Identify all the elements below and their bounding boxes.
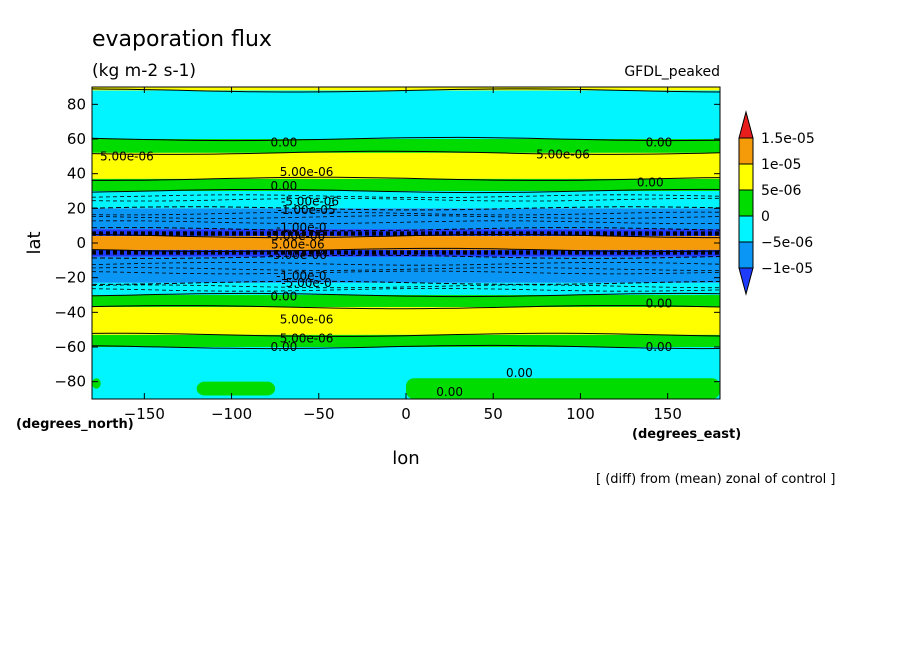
contour-label-18: 5.00e-06: [280, 331, 334, 345]
band-6: [92, 208, 720, 230]
contour-label-4: 5.00e-06: [280, 165, 334, 179]
contour-label-10: -5.00e-06: [267, 229, 325, 243]
footnote: [ (diff) from (mean) zonal of control ]: [596, 472, 835, 487]
x-tick-label-3: 0: [401, 405, 411, 423]
contour-line-12: [91, 305, 721, 310]
contour-line-6: [91, 227, 721, 232]
colorbar-segment-2: [738, 163, 754, 191]
colorbar-label-5: −1e-05: [761, 261, 813, 277]
y-axis-units: (degrees_north): [16, 417, 134, 432]
band-9: [92, 249, 720, 257]
contour-label-8: -1.00e-05: [278, 203, 336, 217]
contour-label-5: 0.00: [271, 179, 298, 193]
x-tick-label-0: −150: [124, 405, 165, 423]
contour-label-22: 0.00: [436, 385, 463, 399]
colorbar-label-4: −5e-06: [761, 235, 813, 251]
contour-label-19: 0.00: [271, 340, 298, 354]
patch-0: [196, 381, 276, 396]
band-8: [92, 236, 720, 250]
x-tick-label-6: 150: [653, 405, 682, 423]
colorbar-label-0: 1.5e-05: [761, 131, 815, 147]
band-7: [92, 229, 720, 237]
contour-line-14: [91, 344, 721, 350]
colorbar-segment-5: [738, 241, 754, 269]
contour-label-7: -5.00e-06: [281, 194, 339, 208]
y-axis: −80 −60 −40 −20 0 20 40 60 80: [54, 95, 720, 391]
patch-2: [406, 378, 720, 399]
y-tick-label-1: −60: [54, 338, 86, 356]
contour-label-14: -5.00e-0: [281, 276, 331, 290]
contour-label-1: 0.00: [646, 135, 673, 149]
band-1: [92, 90, 720, 139]
y-tick-label-4: 0: [76, 234, 86, 252]
contour-line-7: [91, 234, 720, 239]
colorbar-legend: 1.5e-05 1e-05 5e-06 0 −5e-06 −1e-05: [738, 110, 815, 296]
contour-label-16: 0.00: [646, 297, 673, 311]
contour-label-12: -5.00e-06: [269, 248, 327, 262]
colorbar-segment-4: [738, 215, 754, 243]
contour-label-3: 5.00e-06: [536, 148, 590, 162]
plot-area: [92, 87, 720, 399]
band-10: [92, 256, 720, 283]
contour-label-0: 0.00: [271, 135, 298, 149]
contour-labels: 0.00 0.005.00e-06 5.00e-065.00e-060.00 0.00…: [100, 135, 672, 399]
colorbar-segment-1: [738, 137, 754, 165]
y-axis-label: lat: [24, 231, 45, 254]
band-12: [92, 295, 720, 308]
contour-line-2: [91, 150, 721, 155]
y-tick-label-6: 40: [67, 165, 86, 183]
band-14: [92, 334, 720, 347]
chart-title: evaporation flux: [92, 27, 272, 52]
contour-label-13: -1.00e-0: [276, 269, 326, 283]
x-tick-label-5: 100: [566, 405, 595, 423]
contour-label-21: 0.00: [506, 366, 533, 380]
contour-line-4: [91, 188, 721, 194]
contour-line-5: [91, 206, 721, 211]
model-label: GFDL_peaked: [624, 64, 720, 80]
band-13: [92, 307, 720, 335]
x-tick-label-2: −50: [303, 405, 335, 423]
colorbar-label-1: 1e-05: [761, 157, 801, 173]
contour-line-3: [92, 176, 721, 181]
y-tick-label-0: −80: [54, 373, 86, 391]
y-tick-label-8: 80: [67, 95, 86, 113]
contour-label-2: 5.00e-06: [100, 149, 154, 163]
contour-label-15: 0.00: [271, 290, 298, 304]
band-4: [92, 178, 720, 191]
colorbar-segment-3: [738, 189, 754, 217]
band-3: [92, 152, 720, 179]
colorbar-label-3: 0: [761, 209, 770, 225]
contour-line-10: [92, 280, 721, 285]
contour-label-20: 0.00: [646, 340, 673, 354]
x-tick-label-4: 50: [484, 405, 503, 423]
contour-line-8: [91, 247, 721, 252]
y-tick-label-5: 20: [67, 199, 86, 217]
contour-line-11: [91, 292, 721, 298]
x-axis-label: lon: [392, 448, 419, 469]
contour-label-11: 5.00e-06: [271, 238, 325, 252]
contour-line-1: [91, 136, 721, 142]
contour-line-9: [91, 254, 721, 259]
band-2: [92, 139, 720, 153]
contour-line-13: [91, 332, 721, 337]
x-axis: −150 −100 −50 0 50 100 150: [124, 87, 682, 423]
x-tick-label-1: −100: [211, 405, 252, 423]
chart-subtitle: (kg m-2 s-1): [92, 61, 196, 81]
y-tick-label-3: −20: [54, 269, 86, 287]
contour-label-17: 5.00e-06: [280, 312, 334, 326]
y-tick-label-2: −40: [54, 303, 86, 321]
x-axis-units: (degrees_east): [632, 427, 741, 442]
contour-label-6: 0.00: [637, 175, 664, 189]
colorbar-label-2: 5e-06: [761, 183, 801, 199]
patch-1: [92, 378, 101, 389]
contour-label-9: -1.00e-0: [276, 220, 326, 234]
colorbar-segment-6: [738, 267, 754, 296]
band-11: [92, 282, 720, 295]
y-tick-label-7: 60: [67, 130, 86, 148]
